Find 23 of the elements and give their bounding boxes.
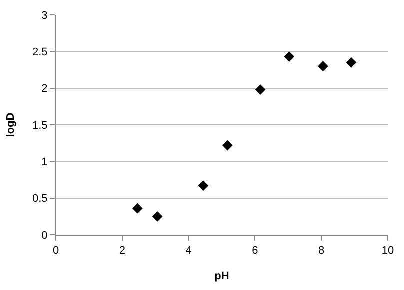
y-tick-label: 2 — [42, 83, 48, 96]
x-axis-title: pH — [214, 270, 230, 282]
x-tick-label: 2 — [119, 245, 126, 258]
point — [198, 180, 209, 192]
point — [284, 52, 295, 62]
y-axis-title: logD — [5, 112, 18, 138]
point — [255, 84, 266, 95]
x-tick-label: 10 — [382, 245, 394, 258]
x-tick-label: 0 — [52, 245, 60, 258]
point — [222, 140, 233, 151]
y-tick-label: 0.5 — [32, 193, 48, 206]
y-tick-label: 3 — [42, 10, 48, 22]
point — [152, 211, 163, 222]
x-tick-label: 8 — [318, 245, 325, 258]
point — [132, 203, 143, 214]
point — [346, 57, 357, 68]
y-tick-label: 1.5 — [32, 120, 48, 132]
x-tick-label: 4 — [186, 245, 192, 258]
x-tick-label: 6 — [252, 245, 258, 258]
y-tick-label: 1 — [42, 156, 48, 169]
y-tick-label: 2.5 — [32, 46, 48, 59]
point — [318, 61, 328, 72]
y-tick-label: 0 — [42, 230, 48, 242]
